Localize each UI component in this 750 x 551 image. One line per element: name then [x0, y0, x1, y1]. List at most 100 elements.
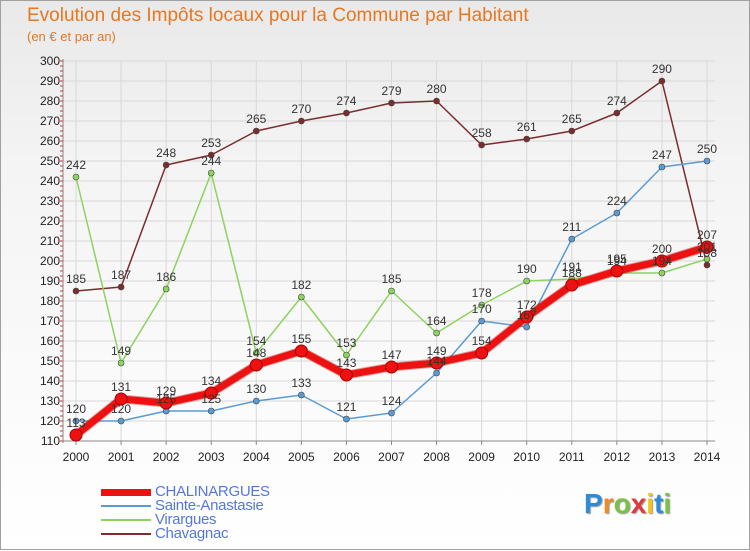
- data-label: 129: [156, 384, 176, 398]
- data-label: 270: [291, 102, 311, 116]
- data-label: 265: [562, 112, 582, 126]
- data-label: 125: [201, 392, 221, 406]
- data-point-chalinargues: [700, 240, 714, 254]
- data-point-sainte-anastasie: [117, 417, 125, 425]
- data-label: 164: [427, 314, 447, 328]
- x-tick-label: 2013: [649, 450, 676, 464]
- data-label: 280: [427, 82, 447, 96]
- x-tick-label: 2007: [378, 450, 405, 464]
- data-label: 248: [156, 146, 176, 160]
- y-tick-label: 220: [40, 214, 60, 228]
- data-point-chalinargues: [69, 428, 83, 442]
- data-point-virargues: [388, 287, 395, 295]
- y-tick-label: 150: [40, 354, 60, 368]
- legend-label: Chavagnac: [155, 525, 229, 542]
- data-label: 185: [66, 272, 86, 286]
- chart-subtitle: (en € et par an): [27, 29, 116, 44]
- logo-letter: r: [602, 488, 614, 519]
- y-tick-label: 200: [40, 254, 60, 268]
- y-tick-label: 240: [40, 174, 60, 188]
- data-label: 130: [246, 382, 266, 396]
- data-label: 201: [697, 240, 717, 254]
- data-label: 125: [156, 392, 176, 406]
- data-label: 121: [336, 400, 356, 414]
- data-label: 194: [652, 254, 672, 268]
- y-tick-label: 110: [41, 434, 60, 448]
- logo-letter: i: [646, 488, 655, 519]
- data-point-chavagnac: [252, 127, 260, 135]
- x-tick-label: 2009: [468, 450, 495, 464]
- logo-letter: x: [630, 488, 647, 519]
- legend-swatch-chalinargues: [101, 489, 151, 496]
- data-point-virargues: [162, 285, 170, 293]
- legend-swatch-virargues: [101, 519, 151, 521]
- data-point-sainte-anastasie: [613, 209, 621, 217]
- data-label: 253: [201, 136, 221, 150]
- y-tick-label: 290: [40, 74, 60, 88]
- x-tick-label: 2014: [694, 450, 721, 464]
- data-label: 265: [246, 112, 266, 126]
- data-point-chavagnac: [568, 127, 576, 135]
- data-label: 133: [291, 376, 311, 390]
- data-point-chavagnac: [478, 141, 485, 149]
- logo-letter: P: [584, 488, 603, 519]
- y-tick-label: 210: [40, 234, 60, 248]
- data-label: 149: [111, 344, 131, 358]
- data-point-chalinargues: [294, 344, 308, 358]
- data-point-sainte-anastasie: [478, 317, 485, 325]
- data-point-chavagnac: [658, 77, 666, 85]
- data-label: 258: [472, 126, 492, 140]
- data-label: 244: [201, 154, 221, 168]
- data-label: 155: [291, 332, 311, 346]
- data-point-chavagnac: [343, 109, 350, 117]
- data-point-sainte-anastasie: [343, 415, 350, 423]
- x-tick-label: 2005: [288, 450, 315, 464]
- data-label: 134: [201, 374, 221, 388]
- data-label: 200: [652, 242, 672, 256]
- data-label: 274: [336, 94, 356, 108]
- x-tick-label: 2001: [108, 450, 135, 464]
- data-label: 113: [66, 416, 85, 430]
- y-tick-label: 270: [40, 114, 60, 128]
- data-point-sainte-anastasie: [72, 417, 80, 425]
- data-label: 188: [562, 266, 582, 280]
- data-label: 124: [381, 394, 401, 408]
- data-label: 147: [381, 348, 401, 362]
- data-point-virargues: [433, 329, 440, 337]
- data-point-chalinargues: [114, 392, 128, 406]
- data-point-chalinargues: [655, 254, 669, 268]
- data-label: 186: [156, 270, 176, 284]
- series: [69, 77, 714, 442]
- data-label: 187: [111, 268, 131, 282]
- data-point-chavagnac: [72, 287, 80, 295]
- data-point-virargues: [523, 277, 531, 285]
- data-label: 170: [472, 302, 492, 316]
- axes: 110 120 130 140 150 160 170 180 190 200 210 220 230 2…: [40, 54, 721, 464]
- data-label: 149: [427, 344, 447, 358]
- data-point-chavagnac: [117, 283, 125, 291]
- data-point-chalinargues: [204, 386, 218, 400]
- data-label: 120: [111, 402, 131, 416]
- data-point-chavagnac: [613, 109, 621, 117]
- data-labels: 185 187 248 253 265 270 274 279 280 258 261 265 274 2…: [66, 62, 717, 430]
- data-point-chalinargues: [520, 310, 534, 324]
- data-point-chavagnac: [207, 151, 215, 159]
- x-tick-label: 2002: [153, 450, 180, 464]
- y-tick-label: 190: [40, 274, 60, 288]
- data-point-virargues: [207, 169, 215, 177]
- data-label: 274: [607, 94, 627, 108]
- data-label: 148: [246, 346, 266, 360]
- data-point-virargues: [298, 293, 305, 301]
- proxiti-logo: Proxiti: [584, 488, 671, 520]
- data-point-sainte-anastasie: [523, 323, 531, 331]
- data-label: 207: [697, 228, 717, 242]
- data-point-chavagnac: [388, 99, 395, 107]
- logo-letter: i: [663, 488, 672, 519]
- data-label: 167: [517, 308, 537, 322]
- y-tick-label: 250: [40, 154, 60, 168]
- data-point-sainte-anastasie: [658, 163, 666, 171]
- y-tick-label: 120: [40, 414, 60, 428]
- data-point-chalinargues: [249, 358, 263, 372]
